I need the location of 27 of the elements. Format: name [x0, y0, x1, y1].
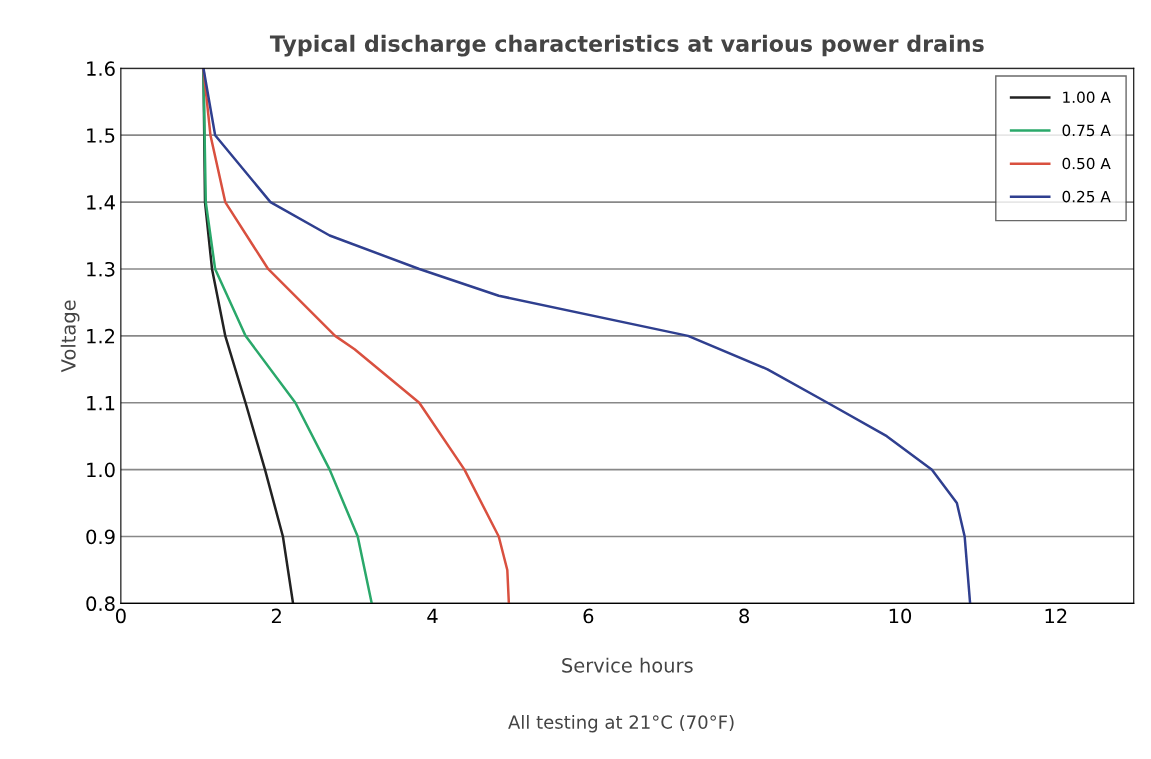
y-tick-label: 1.1	[87, 395, 115, 411]
x-tick-label: 2	[271, 608, 281, 624]
legend-label: 1.00 A	[1063, 91, 1111, 104]
y-tick-label: 1.6	[87, 61, 115, 76]
x-tick-label: 0	[115, 608, 126, 624]
x-tick-label: 4	[427, 608, 438, 624]
y-tick-label: 0.8	[86, 596, 115, 612]
y-tick-label: 0.9	[86, 529, 115, 545]
text: All testing at 21°C (70°F)	[508, 714, 734, 733]
legend-label: 0.25 A	[1062, 190, 1111, 203]
legend-label: 0.75 A	[1062, 124, 1111, 137]
x-tick-label: 8	[739, 608, 750, 624]
line-series	[202, 68, 511, 604]
line-series	[202, 68, 373, 604]
x-tick-label: 10	[889, 608, 912, 624]
y-tick-label: 1.4	[87, 195, 115, 210]
y-tick-label: 1.2	[87, 328, 115, 344]
y-tick-label: 1.0	[87, 462, 115, 478]
y-axis-title: Voltage	[60, 300, 80, 373]
chart-title: Typical discharge characteristics at various power drains	[269, 34, 984, 57]
x-tick-label: 6	[583, 608, 594, 624]
line-series	[202, 68, 972, 604]
x-axis-title: Service hours	[562, 657, 693, 673]
y-tick-label: 1.3	[87, 261, 115, 277]
legend-label: 0.50 A	[1062, 157, 1111, 170]
y-tick-label: 1.5	[87, 128, 115, 143]
x-tick-label: 12	[1045, 608, 1067, 624]
